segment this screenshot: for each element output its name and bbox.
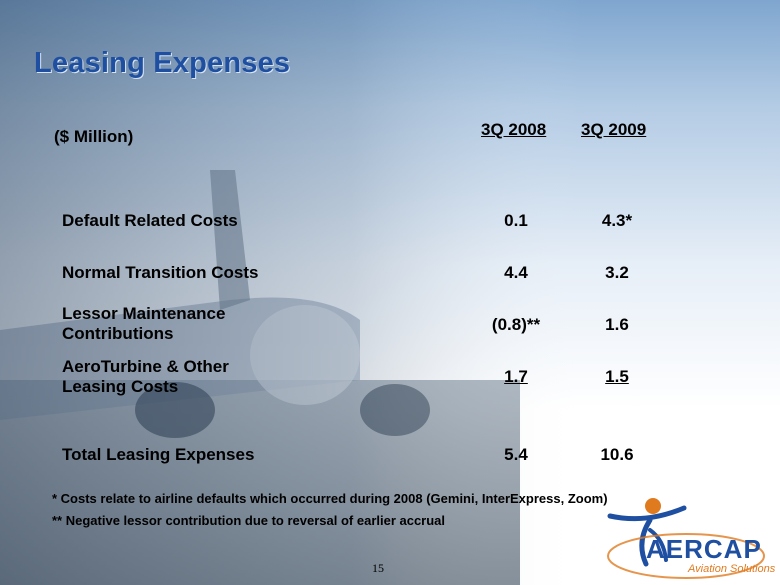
units-label: ($ Million)	[54, 127, 134, 146]
row-label-aeroturbine-other: AeroTurbine & Other Leasing Costs	[62, 357, 229, 397]
value-total-2008: 5.4	[504, 445, 528, 464]
footnote-double-asterisk: ** Negative lessor contribution due to r…	[52, 513, 446, 528]
value-lessor-maintenance-2009: 1.6	[605, 315, 629, 334]
slide-title: Leasing Expenses	[34, 47, 291, 79]
logo-wordmark: AERCAP	[646, 534, 762, 564]
value-lessor-maintenance-2008: (0.8)**	[491, 315, 541, 334]
column-header-3q2008: 3Q 2008	[481, 120, 547, 139]
row-label-line: Contributions	[62, 324, 174, 343]
row-label-default-related-costs: Default Related Costs	[62, 211, 238, 231]
row-label-lessor-maintenance: Lessor Maintenance Contributions	[62, 304, 225, 344]
value-normal-transition-2009: 3.2	[605, 263, 629, 282]
row-label-line: Leasing Costs	[62, 377, 179, 396]
row-label-normal-transition-costs: Normal Transition Costs	[62, 263, 258, 283]
value-default-related-2008: 0.1	[504, 211, 528, 230]
page-number: 15	[372, 561, 384, 575]
row-label-line: AeroTurbine & Other	[62, 357, 229, 376]
footnote-single-asterisk: * Costs relate to airline defaults which…	[52, 491, 608, 506]
value-default-related-2009: 4.3*	[601, 211, 633, 230]
value-aeroturbine-2008: 1.7	[476, 367, 556, 387]
row-label-line: Normal Transition Costs	[62, 263, 259, 282]
row-label-line: Default Related Costs	[62, 211, 238, 230]
column-header-3q2009: 3Q 2009	[581, 120, 647, 139]
row-label-total-leasing-expenses: Total Leasing Expenses	[62, 445, 255, 464]
logo-tagline: Aviation Solutions	[688, 563, 776, 575]
value-normal-transition-2008: 4.4	[504, 263, 528, 282]
value-text: 1.7	[504, 367, 528, 386]
value-text: 1.5	[605, 367, 629, 386]
row-label-line: Lessor Maintenance	[62, 304, 226, 323]
aercap-logo-icon	[607, 498, 765, 579]
value-total-2009: 10.6	[600, 445, 634, 464]
value-aeroturbine-2009: 1.5	[577, 367, 657, 387]
